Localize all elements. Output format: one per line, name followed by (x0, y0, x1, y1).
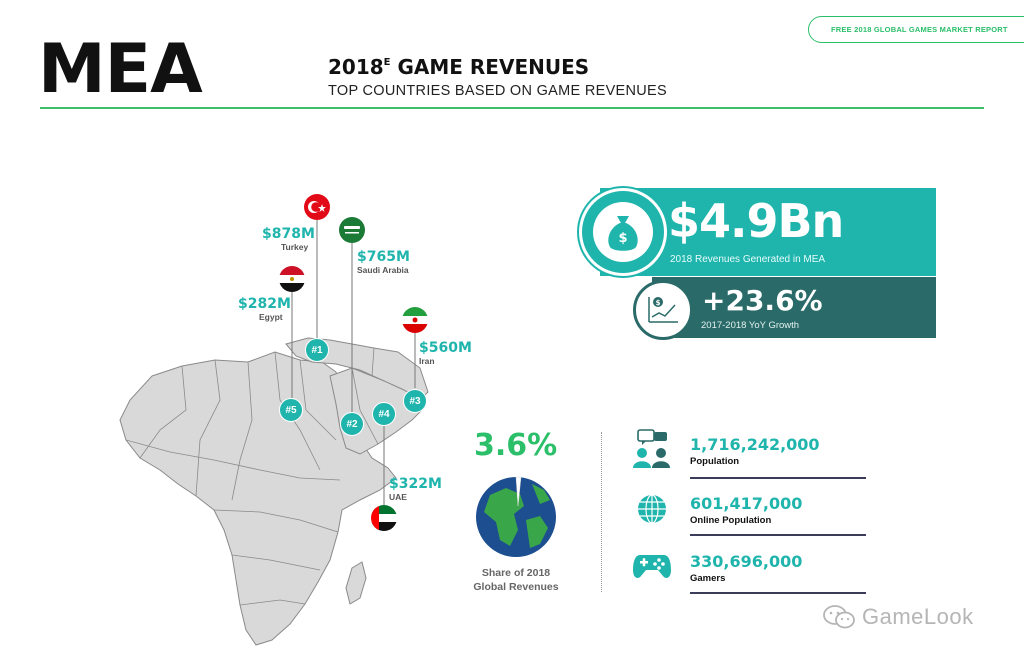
africa-landmass (119, 351, 397, 646)
madagascar-landmass (345, 561, 367, 605)
page-title: 2018E GAME REVENUES (328, 55, 590, 79)
population-value: 1,716,242,000 (690, 435, 820, 454)
rank-badge-turkey: #1 (305, 338, 329, 362)
share-label: Share of 2018 Global Revenues (473, 567, 559, 593)
rank-badge-saudi-arabia: #2 (340, 412, 364, 436)
saudi-arabia-flag (339, 217, 365, 243)
wechat-icon (823, 605, 855, 629)
uae-name: UAE (389, 492, 407, 502)
growth-icon-circle: $ (633, 280, 693, 340)
iran-value: $560M (419, 340, 472, 356)
growth-chart-icon: $ (648, 297, 678, 323)
turkey-name: Turkey (281, 242, 309, 252)
money-bag-icon: $ (608, 216, 638, 251)
iran-name: Iran (419, 356, 435, 366)
iran-flag (402, 307, 428, 333)
gamers-value: 330,696,000 (690, 552, 803, 571)
region-title: MEA (38, 30, 203, 109)
saudi-arabia-value: $765M (357, 249, 410, 265)
header-divider (40, 107, 984, 109)
online-population-rule (690, 534, 866, 536)
gamers-rule (690, 592, 866, 594)
revenue-value: $4.9Bn (668, 194, 844, 248)
report-badge: FREE 2018 GLOBAL GAMES MARKET REPORT (808, 16, 1024, 43)
growth-panel (652, 277, 936, 338)
gamers-label: Gamers (690, 573, 726, 584)
globe-pie-icon (476, 476, 556, 557)
population-rule (690, 477, 866, 479)
egypt-name: Egypt (259, 312, 283, 322)
turkey-value: $878M (262, 226, 315, 242)
online-population-label: Online Population (690, 515, 772, 526)
growth-label: 2017-2018 YoY Growth (701, 320, 800, 331)
growth-value: +23.6% (702, 284, 823, 317)
uae-value: $322M (389, 476, 442, 492)
gamepad-icon (633, 555, 671, 578)
svg-text:$: $ (656, 299, 661, 307)
svg-text:$: $ (618, 231, 627, 246)
people-chat-icon (633, 429, 670, 468)
stats-divider (601, 432, 602, 592)
revenue-label: 2018 Revenues Generated in MEA (670, 254, 826, 265)
uae-flag (371, 505, 397, 531)
egypt-flag (279, 266, 305, 292)
page-subtitle: TOP COUNTRIES BASED ON GAME REVENUES (328, 83, 667, 99)
population-label: Population (690, 456, 740, 467)
share-value: 3.6% (474, 428, 558, 463)
pointer-lines (291, 220, 416, 505)
watermark-text: GameLook (862, 604, 974, 629)
turkey-flag (304, 194, 330, 220)
saudi-arabia-name: Saudi Arabia (357, 265, 409, 275)
globe-icon (638, 494, 666, 524)
country-borders (125, 347, 379, 606)
rank-badge-uae: #4 (372, 402, 396, 426)
rank-badge-iran: #3 (403, 389, 427, 413)
rank-badge-egypt: #5 (279, 398, 303, 422)
online-population-value: 601,417,000 (690, 494, 803, 513)
revenue-icon-circle: $ (579, 188, 667, 276)
watermark: GameLook (822, 604, 974, 630)
egypt-value: $282M (238, 296, 291, 312)
